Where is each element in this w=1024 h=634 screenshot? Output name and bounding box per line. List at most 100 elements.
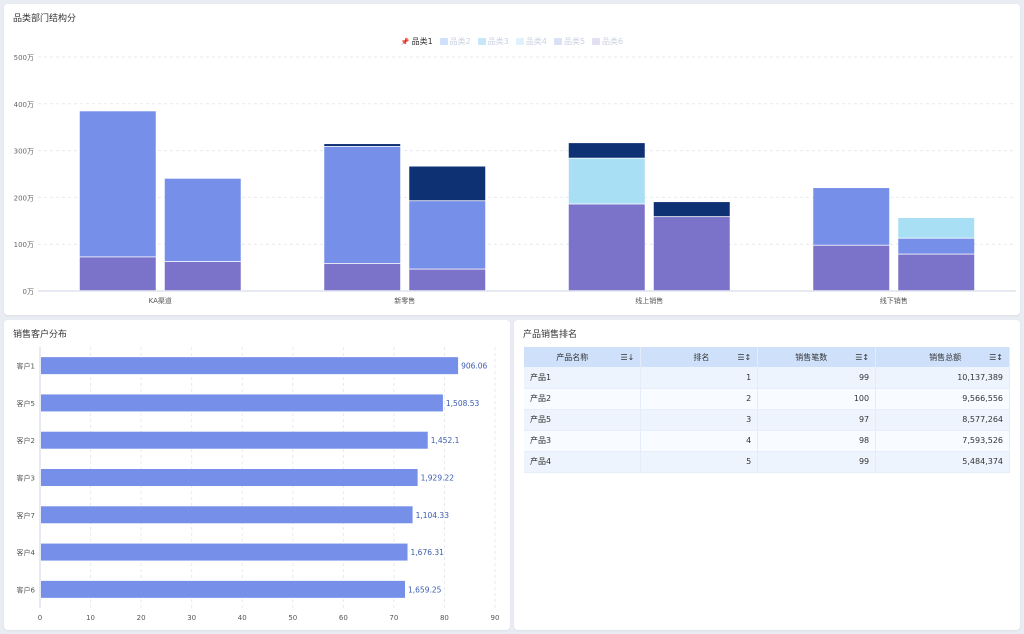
cell-sales-count: 99 xyxy=(757,451,877,473)
customer-distribution-chart: 0 10 20 30 40 50 60 70 80 90 客户1 906.06 客户5 1,508.53 客… xyxy=(17,347,500,622)
y-tick-label: 100万 xyxy=(14,241,34,249)
data-label: 1,676.31 xyxy=(411,548,445,557)
bar-segment[interactable] xyxy=(568,143,645,158)
x-tick-label: 线上销售 xyxy=(635,296,663,305)
cell-sales-count: 100 xyxy=(757,388,877,410)
bar-segment[interactable] xyxy=(898,238,975,254)
cell-rank: 4 xyxy=(640,430,759,452)
bar-segment[interactable] xyxy=(653,217,730,291)
category-structure-title: 品类部门结构分 xyxy=(13,14,77,24)
cell-sales-count: 99 xyxy=(757,367,877,389)
x-tick-label: 新零售 xyxy=(394,296,415,305)
legend-label: 品类2 xyxy=(449,37,471,46)
column-header-product-name[interactable]: 产品名称 ☰↓ xyxy=(524,347,642,367)
bar-segment[interactable] xyxy=(164,178,241,262)
bar[interactable] xyxy=(41,357,459,375)
customer-distribution-panel: 销售客户分布 0 10 20 30 40 50 60 70 80 90 客户1 906.06 客户5 1,… xyxy=(4,320,510,630)
customer-distribution-title: 销售客户分布 xyxy=(13,330,68,340)
data-label: 1,104.33 xyxy=(416,511,450,520)
y-tick-label: 客户3 xyxy=(17,474,35,483)
bar-segment[interactable] xyxy=(813,245,890,291)
cell-product-name: 产品2 xyxy=(524,388,642,410)
cell-product-name: 产品1 xyxy=(524,367,642,389)
y-tick-label: 0万 xyxy=(23,288,34,296)
product-ranking-title: 产品销售排名 xyxy=(523,330,578,340)
bar-segment[interactable] xyxy=(409,166,486,201)
column-header-label: 产品名称 xyxy=(556,352,589,362)
y-tick-label: 客户4 xyxy=(17,548,36,557)
cell-rank: 1 xyxy=(640,367,759,389)
product-ranking-panel: 产品销售排名 产品名称 ☰↓ 排名 ☰↕ 销售笔数 xyxy=(514,320,1020,630)
cell-sales-count: 98 xyxy=(757,430,877,452)
bar-segment[interactable] xyxy=(813,188,890,245)
bar-segment[interactable] xyxy=(164,261,241,291)
bar-segment[interactable] xyxy=(324,144,401,147)
table-row[interactable]: 产品2 2 100 9,566,556 xyxy=(524,388,1010,410)
x-tick-label: 60 xyxy=(339,614,348,622)
bar[interactable] xyxy=(41,469,418,486)
bar[interactable] xyxy=(41,394,443,412)
bar-segment[interactable] xyxy=(568,158,645,204)
bar-segment[interactable] xyxy=(898,254,975,291)
bar-segment[interactable] xyxy=(653,202,730,217)
cell-sales-total: 10,137,389 xyxy=(875,367,1010,389)
x-tick-label: 50 xyxy=(288,614,297,622)
legend-label: 品类3 xyxy=(487,37,509,46)
data-label: 1,452.1 xyxy=(431,436,460,445)
cell-rank: 2 xyxy=(640,388,759,410)
cell-sales-total: 7,593,526 xyxy=(875,430,1010,452)
table-row[interactable]: 产品1 1 99 10,137,389 xyxy=(524,367,1010,389)
column-header-sales-total[interactable]: 销售总额 ☰↕ xyxy=(875,347,1010,367)
legend-label: 品类1 xyxy=(411,37,433,46)
legend-item-4[interactable]: 品类4 xyxy=(515,36,547,47)
bar[interactable] xyxy=(41,543,408,561)
sort-icon[interactable]: ☰↕ xyxy=(989,352,1003,362)
cell-rank: 5 xyxy=(640,451,759,473)
bar-segment[interactable] xyxy=(898,217,975,238)
bar-segment[interactable] xyxy=(79,257,156,291)
x-tick-label: 30 xyxy=(187,614,196,622)
bar-segment[interactable] xyxy=(409,269,486,291)
column-header-label: 排名 xyxy=(693,352,710,362)
bar-segment[interactable] xyxy=(324,263,401,291)
table-row[interactable]: 产品5 3 97 8,577,264 xyxy=(524,409,1010,431)
chart-legend: 📌 品类1 品类2 品类3 品类4 品类5 品类6 xyxy=(4,36,1020,47)
table-row[interactable]: 产品4 5 99 5,484,374 xyxy=(524,451,1010,473)
y-tick-label: 300万 xyxy=(14,148,34,156)
sort-desc-icon[interactable]: ☰↓ xyxy=(620,352,635,362)
bar-segment[interactable] xyxy=(568,204,645,291)
bar[interactable] xyxy=(41,431,428,449)
legend-item-3[interactable]: 品类3 xyxy=(477,36,509,47)
legend-item-5[interactable]: 品类5 xyxy=(553,36,586,47)
bar-segment[interactable] xyxy=(79,111,156,257)
legend-item-6[interactable]: 品类6 xyxy=(592,36,623,47)
y-tick-label: 500万 xyxy=(14,54,34,62)
table-row[interactable]: 产品3 4 98 7,593,526 xyxy=(524,430,1010,452)
cell-sales-total: 5,484,374 xyxy=(875,451,1010,473)
column-header-sales-count[interactable]: 销售笔数 ☰↕ xyxy=(757,347,877,367)
legend-label: 品类5 xyxy=(563,37,586,46)
bar-segment[interactable] xyxy=(324,146,401,264)
y-tick-label: 客户7 xyxy=(17,511,35,520)
sort-icon[interactable]: ☰↕ xyxy=(737,352,752,362)
x-tick-label: 40 xyxy=(238,614,247,622)
x-tick-label: 70 xyxy=(389,614,398,622)
column-header-label: 销售总额 xyxy=(929,352,962,362)
data-label: 1,929.22 xyxy=(421,474,455,483)
legend-swatch xyxy=(592,38,601,45)
legend-item-1[interactable]: 📌 品类1 xyxy=(401,36,433,47)
x-tick-label: 10 xyxy=(86,614,95,622)
legend-item-2[interactable]: 品类2 xyxy=(439,36,471,47)
bar[interactable] xyxy=(41,506,413,524)
category-structure-chart: 0万 100万 200万 300万 400万 500万 KA渠道 新零售 线上销售 线下销售 xyxy=(14,54,1016,305)
x-tick-label: 90 xyxy=(491,614,500,622)
bar-segment[interactable] xyxy=(409,201,486,269)
legend-swatch xyxy=(477,38,486,45)
legend-swatch xyxy=(515,38,524,45)
product-ranking-table: 产品名称 ☰↓ 排名 ☰↕ 销售笔数 ☰↕ xyxy=(524,347,1010,473)
y-tick-label: 400万 xyxy=(14,101,34,109)
column-header-rank[interactable]: 排名 ☰↕ xyxy=(640,347,759,367)
bar[interactable] xyxy=(41,580,405,598)
y-tick-label: 客户1 xyxy=(17,362,35,371)
sort-icon[interactable]: ☰↕ xyxy=(855,352,870,362)
